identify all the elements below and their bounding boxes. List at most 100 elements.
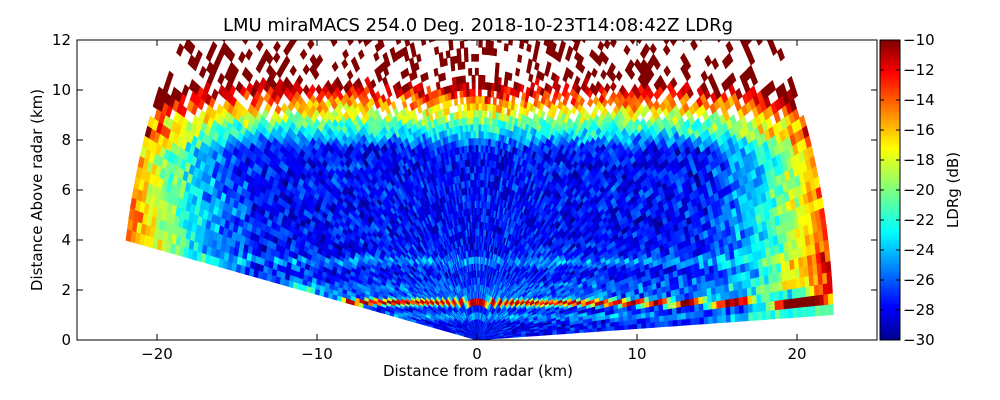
- ldr-cell: [471, 88, 476, 97]
- ldr-cell: [774, 308, 781, 320]
- ldr-cell: [478, 81, 483, 90]
- ldr-cell: [788, 307, 794, 319]
- ldr-cell: [435, 81, 441, 91]
- ldr-cell: [472, 130, 476, 139]
- ldr-cell: [699, 316, 705, 325]
- ldr-cell: [659, 320, 665, 328]
- ldr-cell: [707, 301, 713, 310]
- ldr-cell: [475, 123, 479, 132]
- ldr-cell: [513, 81, 518, 91]
- ldr-cell: [480, 95, 485, 104]
- ldr-cell: [471, 53, 476, 62]
- ldr-cell: [636, 317, 643, 325]
- ldr-cell: [498, 98, 503, 107]
- ldr-cell: [765, 309, 772, 320]
- ldr-cell: [707, 308, 714, 317]
- ldr-cell: [508, 40, 514, 46]
- ldr-cell: [483, 102, 488, 111]
- ldr-cell: [697, 295, 704, 305]
- ldr-cell: [761, 310, 767, 321]
- ldr-cell: [475, 130, 479, 139]
- ldr-cell: [484, 82, 489, 91]
- ldr-cell: [809, 295, 816, 307]
- ldr-cell: [438, 51, 444, 61]
- ldr-cell: [698, 309, 705, 318]
- ldr-cell: [685, 317, 692, 326]
- ldr-cell: [654, 321, 661, 328]
- ldr-cell: [747, 303, 754, 313]
- ldr-cell: [797, 306, 803, 318]
- ldr-cell: [477, 130, 482, 139]
- ldr-cell: [475, 144, 479, 153]
- ldr-cell: [680, 299, 686, 308]
- ldr-cell: [787, 288, 793, 300]
- ldr-cell: [689, 304, 696, 313]
- ldr-cell: [764, 292, 771, 303]
- ldr-cell: [716, 299, 722, 309]
- ldr-cell: [477, 144, 481, 153]
- ldr-cell: [671, 301, 677, 309]
- ldr-cell: [488, 110, 493, 119]
- ldr-cell: [605, 326, 612, 332]
- ldr-cell: [526, 43, 532, 53]
- ldr-cell: [496, 90, 501, 100]
- ldr-cell: [654, 315, 660, 323]
- ldr-cell: [750, 40, 753, 42]
- ldr-cell: [685, 311, 691, 320]
- ldr-cell: [818, 293, 825, 306]
- ldr-cell: [614, 325, 620, 331]
- ldr-cell: [756, 293, 762, 304]
- ldr-cell: [481, 47, 487, 55]
- ldr-cell: [801, 306, 808, 318]
- ldr-cell: [823, 303, 830, 316]
- ldr-cell: [756, 302, 763, 312]
- ldr-cell: [823, 293, 829, 306]
- ldr-cell: [773, 290, 780, 302]
- ldr-cell: [437, 73, 443, 83]
- ldr-cell: [645, 322, 652, 329]
- ldr-cell: [706, 294, 713, 303]
- ldr-cell: [459, 89, 464, 98]
- ldr-cell: [774, 299, 780, 311]
- ldr-cell: [477, 123, 482, 132]
- ldr-cell: [471, 95, 476, 104]
- ldr-cell: [698, 302, 705, 312]
- ldr-cell: [703, 316, 710, 325]
- ldr-cell: [654, 310, 660, 317]
- ldr-cell: [658, 309, 665, 317]
- ldr-cell: [672, 313, 678, 321]
- ldr-cell: [711, 300, 718, 310]
- ldr-cell: [721, 314, 727, 323]
- ldr-cell: [720, 291, 726, 301]
- ldr-cell: [748, 311, 754, 322]
- ldr-cell: [826, 271, 833, 284]
- ldr-cell: [503, 78, 509, 87]
- ldr-cell: [477, 109, 482, 118]
- ldr-cell: [668, 319, 674, 327]
- ldr-cell: [477, 172, 481, 181]
- ldr-cell: [474, 95, 479, 104]
- ldr-cell: [729, 297, 736, 307]
- ldr-cell: [743, 312, 750, 322]
- ldr-cell: [496, 40, 502, 44]
- ldr-cell: [827, 292, 834, 305]
- chart-title: LMU miraMACS 254.0 Deg. 2018-10-23T14:08…: [223, 15, 733, 36]
- ldr-cell: [770, 309, 776, 320]
- ldr-cell: [480, 116, 485, 125]
- ldr-cell: [743, 303, 749, 314]
- ldr-cell: [823, 239, 830, 252]
- ldr-cell: [627, 323, 634, 330]
- ldr-cell: [783, 308, 790, 319]
- ldr-cell: [742, 295, 749, 306]
- ldr-cell: [464, 54, 469, 63]
- ldr-cell: [796, 296, 803, 308]
- ldr-cell: [471, 74, 476, 83]
- ldr-cell: [441, 100, 447, 110]
- ldr-cell: [504, 71, 510, 81]
- ldr-cell: [667, 313, 674, 321]
- ldr-cell: [488, 47, 494, 56]
- ldr-cell: [761, 301, 767, 312]
- ldr-cell: [636, 322, 643, 329]
- ldr-cell: [733, 297, 740, 307]
